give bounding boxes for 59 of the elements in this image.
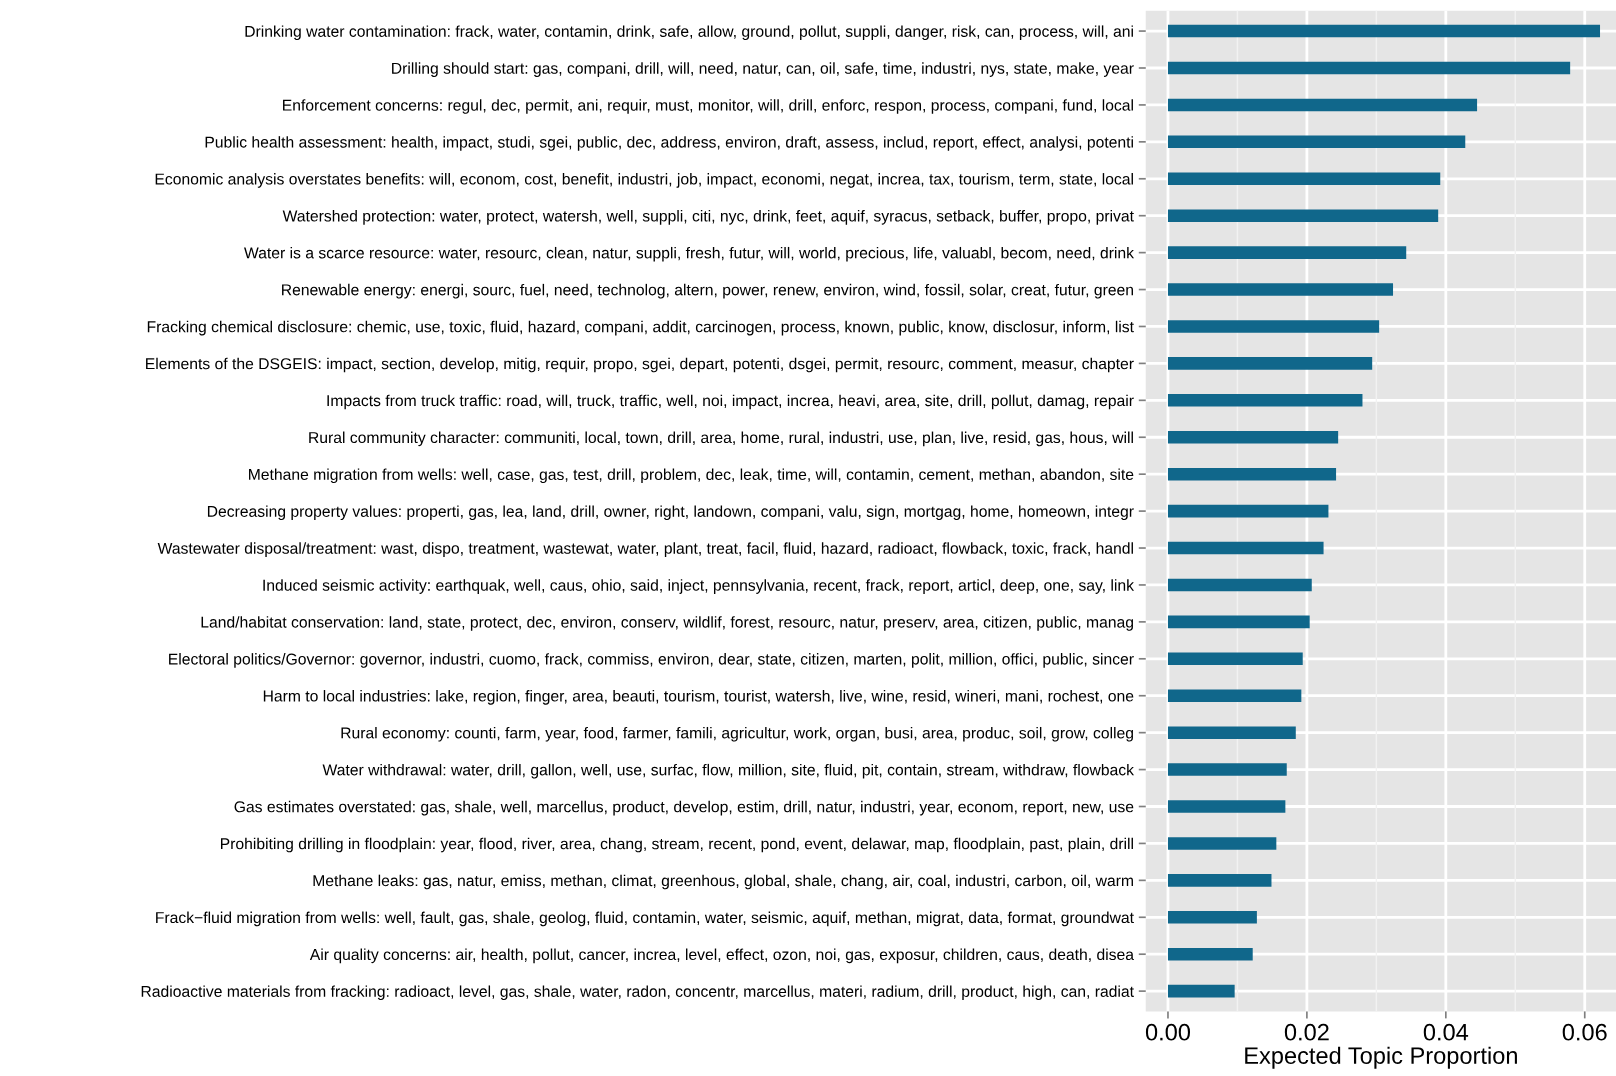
y-tick-label: Gas estimates overstated: gas, shale, well, marcellus, product, develop, estim, drill, natur, industri, year, econom, report, new, use	[234, 800, 1134, 816]
bar	[1167, 652, 1303, 666]
y-tick-label: Harm to local industries: lake, region, finger, area, beauti, tourism, tourist, watersh, live, wine, resid, wineri, mani, rochest, one	[263, 690, 1134, 705]
y-tick-label: Frack−fluid migration from wells: well, fault, gas, shale, geolog, fluid, contamin, water, seismic, aquif, methan, migrat, data, format, groundwat	[156, 911, 1134, 927]
bar	[1167, 98, 1478, 112]
bar	[1167, 763, 1287, 776]
y-tick-label: Impacts from truck traffic: road, will, truck, traffic, well, noi, impact, increa, heavi, area, site, drill, pollut, damag, repair	[327, 394, 1134, 410]
bar	[1167, 615, 1310, 629]
x-tick-label: 0.06	[1562, 1023, 1607, 1041]
bar	[1167, 911, 1257, 924]
bar	[1167, 394, 1363, 407]
bar	[1167, 172, 1441, 186]
bar	[1167, 578, 1312, 592]
y-tick-label: Rural economy: counti, farm, year, food, farmer, famili, agricultur, work, organ, busi, area, produc, soil, grow, colleg	[341, 726, 1133, 742]
y-tick-label: Watershed protection: water, protect, watersh, well, suppli, citi, nyc, drink, feet, aquif, syracus, setback, buffer, propo, privat	[282, 210, 1134, 225]
y-tick-label: Wastewater disposal/treatment: wast, dispo, treatment, wastewat, water, plant, treat, facil, fluid, hazard, radioact, flowback, toxic, frack, handl	[157, 542, 1133, 557]
bar	[1167, 61, 1571, 75]
y-tick-label: Decreasing property values: properti, gas, lea, land, drill, owner, right, landown, compani, valu, sign, mortgag, home, homeown, integr	[207, 505, 1134, 521]
y-tick-label: Drilling should start: gas, compani, drill, will, need, natur, can, oil, safe, time, industri, nys, state, make, year	[392, 62, 1134, 77]
bar	[1167, 283, 1394, 296]
bar	[1167, 726, 1296, 739]
y-tick-label: Enforcement concerns: regul, dec, permit, ani, requir, must, monitor, will, drill, enforc, respon, process, compani, fund, local	[283, 99, 1133, 114]
bar	[1167, 430, 1339, 444]
y-tick-label: Methane migration from wells: well, case, gas, test, drill, problem, dec, leak, time, will, contamin, cement, methan, abandon, site	[249, 468, 1134, 484]
bar	[1167, 209, 1439, 222]
bar	[1167, 135, 1466, 149]
y-tick-label: Fracking chemical disclosure: chemic, use, toxic, fluid, hazard, compani, addit, carcinogen, process, known, public, know, disclosur, inform, list	[147, 320, 1134, 336]
bar	[1167, 800, 1286, 813]
x-axis-title: Expected Topic Proportion	[1245, 1046, 1517, 1069]
bar	[1167, 24, 1601, 38]
bar	[1167, 320, 1380, 333]
bar	[1167, 837, 1277, 850]
y-tick-label: Drinking water contamination: frack, water, contamin, drink, safe, allow, ground, pollut, suppli, danger, risk, can, process, will, ani	[245, 25, 1133, 41]
bar	[1167, 357, 1373, 370]
x-tick-label: 0.00	[1145, 1023, 1191, 1041]
y-tick-label: Economic analysis overstates benefits: will, econom, cost, benefit, industri, job, impact, economi, negat, increa, tax, tourism, term, state, local	[155, 173, 1133, 188]
x-tick-label: 0.04	[1423, 1023, 1469, 1041]
y-tick-label: Electoral politics/Governor: governor, industri, cuomo, frack, commiss, environ, dear, state, citizen, marten, polit, million, offici, public, sincer	[169, 653, 1134, 668]
y-tick-label: Renewable energy: energi, sourc, fuel, need, technolog, altern, power, renew, environ, wind, fossil, solar, creat, futur, green	[282, 283, 1133, 299]
y-tick-label: Rural community character: communiti, local, town, drill, area, home, rural, industri, use, plan, live, resid, gas, hous, will	[309, 431, 1133, 447]
bar	[1167, 504, 1329, 518]
bar	[1167, 246, 1407, 259]
bar	[1167, 541, 1324, 555]
y-tick-label: Prohibiting drilling in floodplain: year, flood, river, area, chang, stream, recent, pond, event, delawar, map, floodplain, past, plain, drill	[221, 837, 1133, 853]
bar	[1167, 947, 1253, 961]
y-tick-label: Land/habitat conservation: land, state, protect, dec, environ, conserv, wildlif, forest, resourc, natur, preserv, area, citizen, public, manag	[201, 616, 1133, 631]
bar	[1167, 467, 1337, 481]
y-tick-label: Air quality concerns: air, health, pollut, cancer, increa, level, effect, ozon, noi, gas, exposur, children, caus, death, disea	[309, 948, 1134, 964]
bar	[1167, 874, 1272, 887]
bar	[1167, 984, 1235, 998]
x-tick-label: 0.02	[1284, 1023, 1329, 1041]
y-tick-label: Radioactive materials from fracking: radioact, level, gas, shale, water, radon, concentr, marcellus, materi, radium, drill, product, high, can, radiat	[141, 985, 1134, 1001]
y-tick-label: Induced seismic activity: earthquak, well, caus, ohio, said, inject, pennsylvania, recent, frack, report, articl, deep, one, say, link	[263, 579, 1135, 594]
y-tick-label: Water withdrawal: water, drill, gallon, well, use, surfac, flow, million, site, fluid, pit, contain, stream, withdraw, flowback	[322, 763, 1134, 779]
y-tick-label: Public health assessment: health, impact, studi, sgei, public, dec, address, environ, draft, assess, includ, report, effect, analysi, potenti	[205, 136, 1133, 151]
bar	[1167, 689, 1302, 702]
y-tick-label: Water is a scarce resource: water, resourc, clean, natur, suppli, fresh, futur, will, world, precious, life, valuabl, becom, need, drink	[244, 246, 1135, 262]
y-tick-label: Methane leaks: gas, natur, emiss, methan, climat, greenhous, global, shale, chang, air, coal, industri, carbon, oil, warm	[313, 874, 1133, 890]
y-tick-label: Elements of the DSGEIS: impact, section, develop, mitig, requir, propo, sgei, depart, potenti, dsgei, permit, resourc, comment, measur, chapter	[146, 357, 1134, 373]
